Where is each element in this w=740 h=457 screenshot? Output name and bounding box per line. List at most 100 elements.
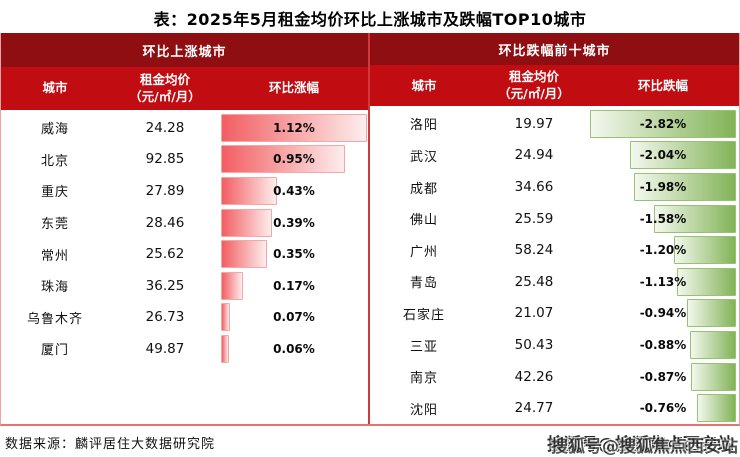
table-row: 佛山 25.59 -1.58% — [370, 203, 739, 235]
change-value: -1.98% — [639, 180, 687, 195]
fall-panel: 环比跌幅前十城市 城市 租金均价 （元/㎡/月） 环比跌幅 洛阳 19.97 -2.… — [370, 33, 739, 424]
change-cell: -2.82% — [590, 109, 736, 138]
change-cell: 0.95% — [221, 145, 367, 174]
table-row: 珠海 36.25 0.17% — [1, 270, 368, 302]
change-bar — [654, 204, 736, 233]
change-cell: 0.35% — [221, 240, 367, 269]
fall-column-header: 城市 租金均价 （元/㎡/月） 环比跌幅 — [370, 65, 739, 107]
table-row: 重庆 27.89 0.43% — [1, 175, 368, 207]
change-value: -2.82% — [639, 116, 687, 131]
rent-price: 36.25 — [145, 277, 185, 294]
rent-price: 25.59 — [514, 210, 554, 227]
fall-rows: 洛阳 19.97 -2.82% 武汉 24.94 -2.04% 成都 34.66 -1.98% 佛… — [370, 106, 739, 424]
change-bar — [221, 208, 272, 237]
rent-price: 26.73 — [145, 309, 185, 326]
change-cell: -1.13% — [590, 267, 736, 296]
rent-price: 25.48 — [514, 273, 554, 290]
change-bar — [221, 271, 244, 300]
change-value: -2.04% — [639, 148, 687, 163]
change-bar — [690, 362, 736, 391]
change-cell: 0.39% — [221, 208, 367, 237]
change-bar — [673, 236, 736, 265]
city-name: 三亚 — [409, 339, 438, 355]
change-cell: 0.17% — [221, 271, 367, 300]
change-value: -0.76% — [639, 401, 687, 416]
column-change: 环比涨幅 — [268, 80, 319, 96]
rent-price: 58.24 — [514, 242, 554, 259]
rise-column-header: 城市 租金均价 （元/㎡/月） 环比涨幅 — [1, 67, 368, 110]
change-cell: 0.07% — [221, 303, 367, 332]
change-value: -0.87% — [639, 369, 687, 384]
rent-price: 49.87 — [145, 340, 185, 357]
rise-section-title: 环比上涨城市 — [142, 44, 227, 60]
city-name: 重庆 — [40, 185, 69, 201]
change-value: 0.95% — [273, 152, 315, 167]
table-row: 乌鲁木齐 26.73 0.07% — [1, 302, 368, 334]
change-value: 0.07% — [273, 310, 315, 325]
change-cell: -0.76% — [590, 394, 736, 423]
change-value: 0.43% — [273, 183, 315, 198]
change-bar — [630, 141, 736, 170]
rent-price: 24.28 — [145, 119, 185, 136]
table-row: 常州 25.62 0.35% — [1, 238, 368, 270]
city-name: 乌鲁木齐 — [26, 311, 83, 327]
rent-price: 50.43 — [514, 337, 554, 354]
table-row: 北京 92.85 0.95% — [1, 144, 368, 176]
change-bar — [690, 331, 736, 360]
change-value: -1.58% — [639, 211, 687, 226]
rent-price: 92.85 — [145, 151, 185, 168]
change-cell: -0.87% — [590, 362, 736, 391]
city-name: 东莞 — [40, 217, 69, 233]
change-bar — [633, 173, 736, 202]
city-name: 武汉 — [409, 149, 438, 165]
change-value: 0.17% — [273, 278, 315, 293]
change-cell: 0.43% — [221, 176, 367, 205]
city-name: 广州 — [409, 244, 438, 260]
change-value: -1.13% — [639, 274, 687, 289]
rent-table: 环比上涨城市 城市 租金均价 （元/㎡/月） 环比涨幅 威海 24.28 1.12%… — [0, 33, 740, 426]
rise-panel: 环比上涨城市 城市 租金均价 （元/㎡/月） 环比涨幅 威海 24.28 1.12%… — [1, 33, 370, 424]
column-change: 环比跌幅 — [637, 77, 688, 93]
change-bar — [590, 109, 736, 138]
city-name: 北京 — [40, 153, 69, 169]
city-name: 威海 — [40, 122, 69, 138]
rent-price: 21.07 — [514, 305, 554, 322]
city-name: 常州 — [40, 248, 69, 264]
column-city: 城市 — [42, 80, 68, 96]
data-source-label: 数据来源：麟评居住大数据研究院 — [5, 437, 216, 452]
rise-section-header: 环比上涨城市 — [1, 33, 368, 67]
change-cell: -1.20% — [590, 236, 736, 265]
rent-price: 42.26 — [514, 368, 554, 385]
change-value: 0.06% — [273, 341, 315, 356]
table-row: 广州 58.24 -1.20% — [370, 234, 739, 266]
fall-section-title: 环比跌幅前十城市 — [498, 43, 611, 59]
city-name: 洛阳 — [409, 118, 438, 134]
city-name: 佛山 — [409, 213, 438, 229]
rent-price: 24.77 — [514, 400, 554, 417]
city-name: 石家庄 — [402, 307, 445, 323]
table-row: 东莞 28.46 0.39% — [1, 207, 368, 239]
change-value: -1.20% — [639, 243, 687, 258]
change-value: 0.39% — [273, 215, 315, 230]
table-row: 三亚 50.43 -0.88% — [370, 329, 739, 361]
table-row: 厦门 49.87 0.06% — [1, 333, 368, 365]
city-name: 成都 — [409, 181, 438, 197]
change-bar — [677, 267, 736, 296]
city-name: 沈阳 — [409, 402, 438, 418]
city-name: 厦门 — [40, 343, 69, 359]
rent-price: 25.62 — [145, 246, 185, 263]
column-city: 城市 — [411, 77, 437, 93]
rent-price: 27.89 — [145, 182, 185, 199]
change-cell: -0.88% — [590, 331, 736, 360]
change-cell: 1.12% — [221, 113, 367, 142]
table-row: 威海 24.28 1.12% — [1, 112, 368, 144]
change-value: -0.94% — [639, 306, 687, 321]
city-name: 南京 — [409, 371, 438, 387]
change-bar — [221, 145, 345, 174]
column-price: 租金均价 （元/㎡/月） — [129, 72, 201, 104]
change-bar — [221, 240, 267, 269]
change-cell: -0.94% — [590, 299, 736, 328]
change-cell: -1.58% — [590, 204, 736, 233]
table-row: 成都 34.66 -1.98% — [370, 171, 739, 203]
